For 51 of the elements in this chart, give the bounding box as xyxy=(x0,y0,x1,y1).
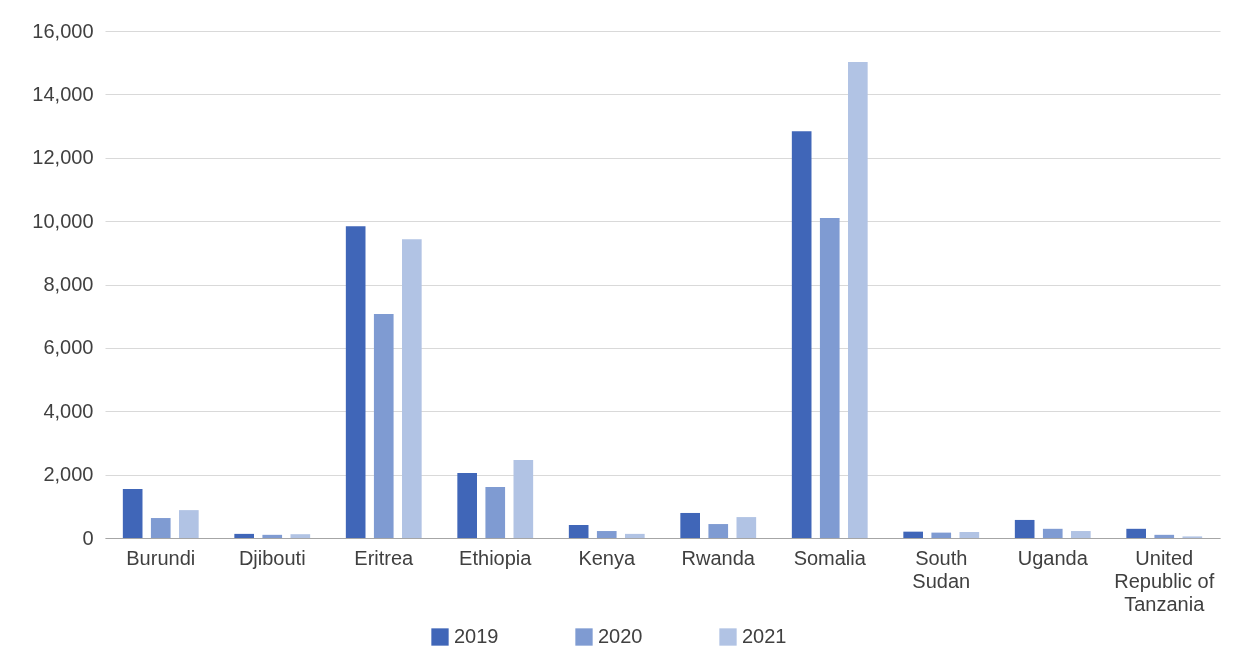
bar xyxy=(736,517,757,538)
bar xyxy=(1014,519,1035,538)
y-tick-label: 0 xyxy=(82,526,94,549)
bar xyxy=(708,524,729,538)
legend-label: 2020 xyxy=(598,625,643,647)
bar xyxy=(680,512,700,538)
x-tick-label: Uganda xyxy=(1017,546,1089,569)
y-tick-label: 2,000 xyxy=(43,463,94,486)
bar xyxy=(122,488,143,538)
bar xyxy=(1071,531,1091,538)
bar xyxy=(625,533,645,538)
bar xyxy=(373,313,394,538)
y-tick-label: 10,000 xyxy=(32,209,94,232)
y-tick-label: 12,000 xyxy=(32,146,94,169)
bar xyxy=(1154,534,1175,538)
x-tick-label: United Republic of Tanzania xyxy=(1114,546,1215,615)
bar xyxy=(513,460,534,538)
bar xyxy=(262,534,283,538)
y-tick-label: 8,000 xyxy=(43,273,94,295)
x-tick-label: Djibouti xyxy=(238,546,306,569)
x-tick-label: Somalia xyxy=(793,546,867,569)
bar xyxy=(150,518,171,538)
legend-label: 2021 xyxy=(742,625,787,647)
bar xyxy=(931,532,952,538)
x-tick-label: Ethiopia xyxy=(459,546,533,569)
legend-label: 2019 xyxy=(454,625,499,647)
y-tick-label: 16,000 xyxy=(32,19,94,42)
bar xyxy=(345,226,366,538)
bar xyxy=(290,534,311,538)
bar xyxy=(1042,528,1063,538)
bar xyxy=(791,131,812,538)
bar xyxy=(596,531,617,538)
bar xyxy=(485,486,506,538)
y-tick-label: 6,000 xyxy=(43,336,94,359)
bar xyxy=(848,62,868,538)
bar xyxy=(959,531,980,538)
x-tick-label: South Sudan xyxy=(912,546,971,592)
x-tick-label: Kenya xyxy=(578,546,636,569)
bar xyxy=(903,531,923,538)
y-tick-label: 4,000 xyxy=(43,399,94,422)
x-tick-label: Rwanda xyxy=(681,546,756,569)
bar xyxy=(402,239,422,538)
bar xyxy=(457,473,477,538)
x-tick-label: Burundi xyxy=(126,546,196,569)
x-tick-label: Eritrea xyxy=(354,546,415,569)
bar xyxy=(179,510,199,538)
bar xyxy=(819,217,840,538)
bar xyxy=(1126,528,1146,538)
bar xyxy=(568,525,589,538)
y-tick-label: 14,000 xyxy=(32,82,94,105)
bar xyxy=(234,533,254,538)
